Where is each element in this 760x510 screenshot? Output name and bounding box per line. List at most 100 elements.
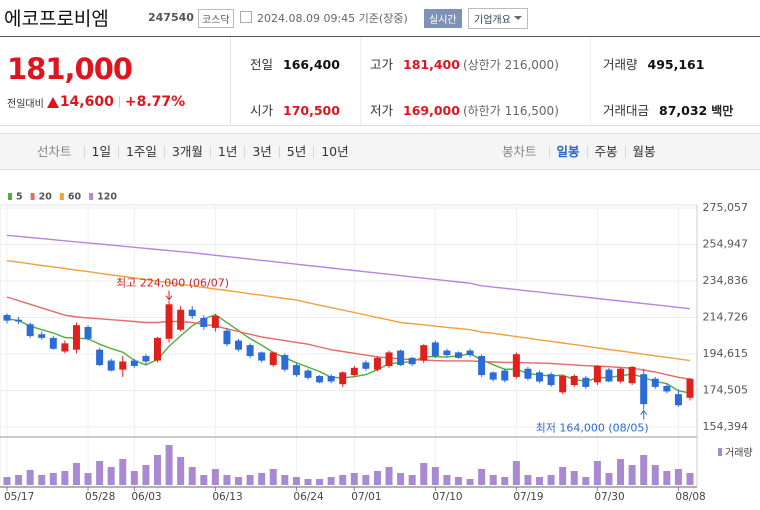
tab-group-label: 선차트 xyxy=(37,143,72,159)
candle-body xyxy=(119,361,127,370)
stat-label: 거래대금 xyxy=(603,103,650,118)
y-tick-label: 174,505 xyxy=(703,384,749,397)
change-percent: +8.77% xyxy=(124,94,186,110)
candle-body xyxy=(15,319,23,322)
volume-bar xyxy=(640,455,648,485)
volume-bar xyxy=(177,457,185,485)
volume-bar xyxy=(547,475,555,485)
candle-body xyxy=(38,334,46,338)
divider xyxy=(230,37,231,125)
x-tick-label: 05/28 xyxy=(85,491,115,503)
volume-bar xyxy=(651,465,659,485)
volume-bar xyxy=(628,465,636,485)
candle-period-tab[interactable]: 주봉 xyxy=(586,145,625,158)
stat-value: 495,161 xyxy=(647,57,705,72)
candle-body xyxy=(536,372,544,382)
candle-body xyxy=(605,369,613,382)
candle-body xyxy=(570,376,578,386)
y-tick-label: 234,836 xyxy=(703,274,749,287)
period-tab[interactable]: 3년 xyxy=(244,145,278,158)
stat-value: 87,032 xyxy=(659,103,708,118)
candle-body xyxy=(524,368,532,379)
divider xyxy=(360,37,361,125)
x-tick-label: 06/03 xyxy=(131,491,161,503)
candle-body xyxy=(373,357,381,370)
volume-bar xyxy=(292,477,300,485)
volume-bar xyxy=(373,471,381,485)
stat-value: 169,000 xyxy=(403,103,460,118)
candle-body xyxy=(269,352,277,366)
volume-bar xyxy=(582,477,590,485)
separator xyxy=(118,96,120,108)
period-tab[interactable]: 1일 xyxy=(83,145,118,158)
period-tab[interactable]: 10년 xyxy=(313,145,355,158)
legend-swatch xyxy=(89,193,94,200)
volume-bar xyxy=(605,473,613,485)
volume-bar xyxy=(281,475,289,485)
info-icon[interactable] xyxy=(240,11,252,23)
volume-bar xyxy=(559,467,567,485)
candle-body xyxy=(188,309,196,317)
y-tick-label: 214,726 xyxy=(703,311,749,324)
candle-body xyxy=(130,360,138,367)
company-dropdown[interactable]: 기업개요 xyxy=(468,8,528,29)
candle-body xyxy=(211,316,219,328)
volume-bar xyxy=(350,473,358,485)
period-tab[interactable]: 5년 xyxy=(278,145,313,158)
stat-value: 166,400 xyxy=(283,57,340,72)
stat: 거래대금 87,032 백만 xyxy=(603,100,733,119)
stat-unit: 백만 xyxy=(711,104,734,118)
volume-bar xyxy=(84,473,92,485)
candle-body xyxy=(235,340,243,350)
volume-bar xyxy=(258,473,266,485)
candle-body xyxy=(674,394,682,406)
legend-swatch xyxy=(59,193,64,200)
volume-bar xyxy=(3,477,11,485)
candle-chart-tabs: 봉차트 일봉 주봉 월봉 xyxy=(495,134,663,169)
volume-bar xyxy=(223,475,231,485)
volume-bar xyxy=(188,467,196,485)
stat-value: 181,400 xyxy=(403,57,460,72)
low-annotation: 최저 164,000 (08/05) xyxy=(536,422,649,435)
stat-label: 저가 xyxy=(370,103,394,118)
volume-bar xyxy=(397,473,405,485)
candle-period-tab[interactable]: 일봉 xyxy=(548,145,587,158)
y-tick-label: 154,394 xyxy=(703,420,749,433)
volume-bar xyxy=(454,477,462,485)
candle-period-tab[interactable]: 월봉 xyxy=(624,145,663,158)
candle-body xyxy=(281,355,289,370)
candle-body xyxy=(26,324,34,337)
volume-bar xyxy=(686,472,694,485)
realtime-button[interactable]: 실시간 xyxy=(424,9,462,28)
volume-bar xyxy=(617,459,625,485)
timestamp: 2024.08.09 09:45 기준(장중) xyxy=(257,12,408,25)
candle-body xyxy=(61,343,69,352)
volume-bar xyxy=(246,475,254,485)
candle-body xyxy=(443,350,451,356)
volume-bar xyxy=(674,469,682,485)
candle-body xyxy=(582,377,590,387)
volume-bar xyxy=(431,467,439,485)
y-tick-label: 194,615 xyxy=(703,347,749,360)
volume-bar xyxy=(269,469,277,485)
volume-bar xyxy=(153,455,161,485)
divider xyxy=(590,37,591,125)
period-tab[interactable]: 3개월 xyxy=(163,145,210,158)
candle-body xyxy=(686,378,694,398)
candle-body xyxy=(96,349,104,366)
candle-body xyxy=(466,350,474,356)
period-tab[interactable]: 1주일 xyxy=(117,145,164,158)
volume-bar xyxy=(304,479,312,485)
stat-value: 170,500 xyxy=(283,103,340,118)
stat: 전일 166,400 xyxy=(250,54,340,73)
candle-body xyxy=(350,367,358,376)
volume-bar xyxy=(339,475,347,485)
candle-body xyxy=(339,372,347,385)
candle-body xyxy=(397,350,405,366)
period-tab[interactable]: 1년 xyxy=(209,145,244,158)
y-tick-label: 254,947 xyxy=(703,237,749,250)
candle-body xyxy=(3,315,11,321)
candle-body xyxy=(177,309,185,330)
x-tick-label: 08/08 xyxy=(675,491,705,503)
